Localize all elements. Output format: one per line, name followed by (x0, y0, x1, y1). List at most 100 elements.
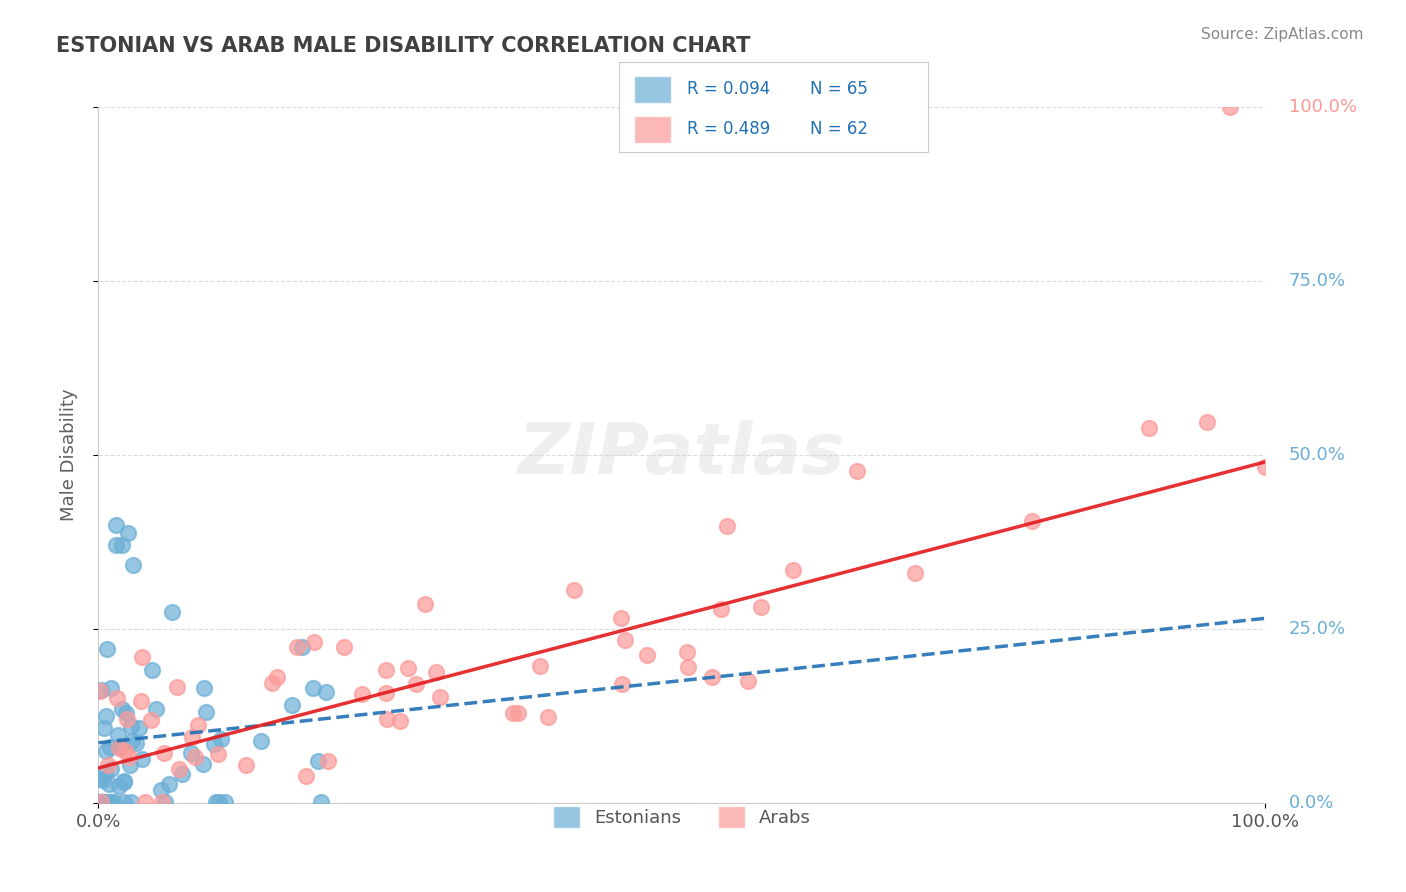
Estonians (91, 772, 114, 787)
Arabs (562, 583, 585, 598)
Estonians (191, 756, 214, 771)
Estonians (157, 777, 180, 791)
Arabs (396, 661, 419, 675)
Estonians (194, 705, 217, 719)
Estonians (111, 538, 134, 552)
Arabs (152, 746, 174, 760)
Arabs (405, 677, 427, 691)
Estonians (100, 795, 122, 809)
Text: N = 65: N = 65 (810, 80, 869, 98)
Estonians (94, 743, 117, 757)
FancyBboxPatch shape (634, 116, 671, 143)
Arabs (118, 749, 141, 764)
Arabs (676, 645, 699, 659)
Arabs (302, 635, 325, 649)
Arabs (610, 610, 633, 624)
Arabs (115, 712, 138, 726)
Arabs (389, 714, 412, 728)
Arabs (610, 677, 633, 691)
Arabs (318, 754, 340, 768)
Arabs (1021, 514, 1043, 528)
Estonians (209, 732, 232, 747)
Arabs (295, 769, 318, 783)
Estonians (89, 795, 111, 809)
Estonians (302, 681, 325, 695)
Arabs (107, 740, 129, 755)
Estonians (100, 681, 122, 695)
Estonians (90, 795, 112, 809)
Arabs (375, 686, 398, 700)
Estonians (315, 685, 337, 699)
Text: ZIPatlas: ZIPatlas (519, 420, 845, 490)
Estonians (208, 795, 231, 809)
Arabs (167, 762, 190, 776)
Estonians (107, 779, 129, 793)
Estonians (100, 739, 122, 754)
Arabs (134, 795, 156, 809)
Arabs (737, 673, 759, 688)
Estonians (104, 538, 127, 552)
Arabs (529, 659, 551, 673)
Arabs (333, 640, 356, 654)
Arabs (187, 717, 209, 731)
Estonians (172, 767, 194, 781)
Estonians (108, 739, 131, 753)
Estonians (94, 795, 117, 809)
Estonians (281, 698, 304, 713)
Arabs (502, 706, 524, 721)
Text: N = 62: N = 62 (810, 120, 869, 138)
Arabs (537, 710, 560, 724)
Arabs (716, 519, 738, 533)
Text: Source: ZipAtlas.com: Source: ZipAtlas.com (1201, 27, 1364, 42)
Arabs (266, 670, 288, 684)
Arabs (614, 632, 637, 647)
Arabs (139, 713, 162, 727)
Estonians (307, 754, 329, 768)
Arabs (260, 676, 283, 690)
Arabs (506, 706, 529, 721)
Arabs (180, 730, 202, 744)
Arabs (676, 660, 699, 674)
Estonians (97, 777, 120, 791)
Estonians (112, 774, 135, 789)
Legend: Estonians, Arabs: Estonians, Arabs (546, 799, 818, 836)
Text: 0.0%: 0.0% (1289, 794, 1334, 812)
Arabs (114, 744, 136, 758)
Estonians (93, 721, 115, 735)
Estonians (94, 709, 117, 723)
Arabs (89, 683, 111, 698)
Arabs (97, 758, 120, 772)
Estonians (193, 681, 215, 695)
Arabs (429, 690, 451, 704)
Estonians (93, 795, 115, 809)
Estonians (118, 758, 141, 772)
Arabs (904, 566, 927, 581)
Arabs (846, 464, 869, 478)
Estonians (149, 782, 172, 797)
Estonians (120, 719, 142, 733)
Estonians (104, 518, 127, 533)
Estonians (141, 664, 163, 678)
Y-axis label: Male Disability: Male Disability (59, 389, 77, 521)
Arabs (285, 640, 308, 654)
Estonians (100, 795, 122, 809)
Text: 50.0%: 50.0% (1289, 446, 1346, 464)
Estonians (120, 795, 142, 809)
Estonians (100, 762, 122, 776)
Arabs (700, 670, 723, 684)
Arabs (425, 665, 447, 680)
Text: 25.0%: 25.0% (1289, 620, 1346, 638)
Arabs (235, 758, 257, 772)
Estonians (214, 795, 236, 809)
FancyBboxPatch shape (634, 76, 671, 103)
Arabs (375, 712, 398, 726)
Estonians (121, 734, 143, 748)
Estonians (96, 795, 118, 809)
Arabs (166, 681, 188, 695)
Estonians (112, 774, 135, 789)
Estonians (202, 737, 225, 751)
Estonians (114, 795, 136, 809)
Arabs (751, 600, 773, 615)
Arabs (413, 597, 436, 611)
Estonians (111, 702, 134, 716)
